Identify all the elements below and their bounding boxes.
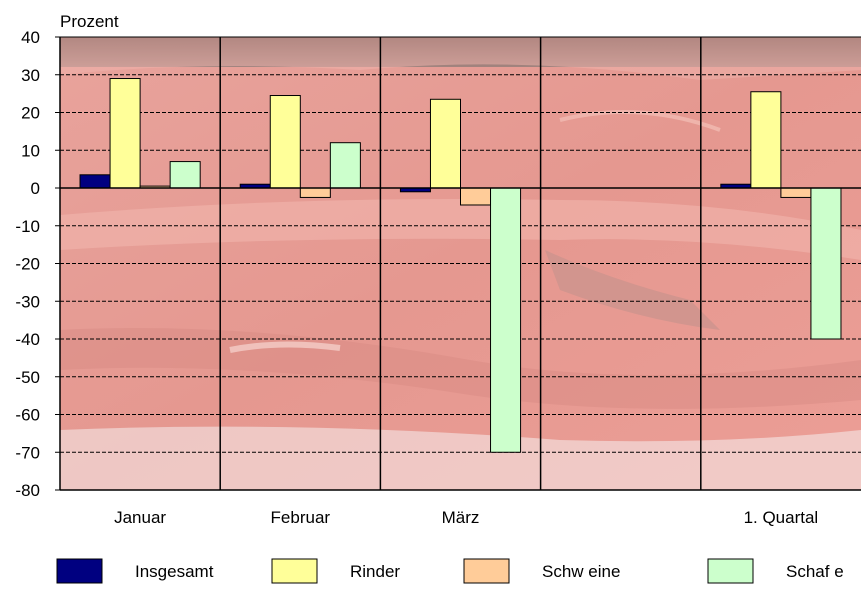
legend-swatch-1 xyxy=(271,558,318,584)
gridlines xyxy=(60,36,861,453)
x-tick-label-1: Februar xyxy=(271,508,331,527)
bar-0-1 xyxy=(109,78,141,189)
legend: Insgesamt Rinder Schw eine Schaf e xyxy=(56,558,844,584)
y-tick-label-7: -30 xyxy=(15,292,40,311)
bar-2-2 xyxy=(460,187,492,206)
legend-swatch-3 xyxy=(707,558,754,584)
y-tick-label-3: 10 xyxy=(21,141,40,160)
y-tick-label-5: -10 xyxy=(15,217,40,236)
bar-4-1 xyxy=(750,91,782,189)
y-tick-label-1: 30 xyxy=(21,66,40,85)
y-tick-label-4: 0 xyxy=(31,179,40,198)
bar-0-3 xyxy=(169,161,201,189)
category-separators xyxy=(219,37,702,490)
y-tick-labels: 40 30 20 10 0 -10 -20 -30 -40 -50 -60 -70 -80 xyxy=(15,28,60,500)
y-axis-label: Prozent xyxy=(60,12,119,31)
y-tick-label-9: -50 xyxy=(15,368,40,387)
bar-1-2 xyxy=(299,187,331,198)
bar-1-3 xyxy=(329,142,361,189)
legend-label-0: Insgesamt xyxy=(135,562,214,581)
legend-label-3: Schaf e xyxy=(786,562,844,581)
bar-0-0 xyxy=(79,174,111,189)
legend-label-2: Schw eine xyxy=(542,562,620,581)
legend-swatch-2 xyxy=(463,558,510,584)
y-tick-label-11: -70 xyxy=(15,443,40,462)
y-tick-label-10: -60 xyxy=(15,406,40,425)
x-tick-labels: Januar Februar März 1. Quartal xyxy=(114,508,818,527)
y-tick-label-2: 20 xyxy=(21,104,40,123)
x-tick-label-4: 1. Quartal xyxy=(744,508,819,527)
y-tick-label-8: -40 xyxy=(15,330,40,349)
y-tick-label-12: -80 xyxy=(15,481,40,500)
bar-2-1 xyxy=(429,98,461,189)
x-tick-label-0: Januar xyxy=(114,508,166,527)
bar-1-1 xyxy=(269,95,301,189)
x-tick-label-2: März xyxy=(442,508,480,527)
y-tick-label-0: 40 xyxy=(21,28,40,47)
legend-label-1: Rinder xyxy=(350,562,400,581)
bar-4-3 xyxy=(810,187,842,340)
y-tick-label-6: -20 xyxy=(15,255,40,274)
bar-4-2 xyxy=(780,187,812,198)
legend-swatch-0 xyxy=(56,558,103,584)
bar-2-3 xyxy=(490,187,522,453)
bars xyxy=(79,78,842,453)
